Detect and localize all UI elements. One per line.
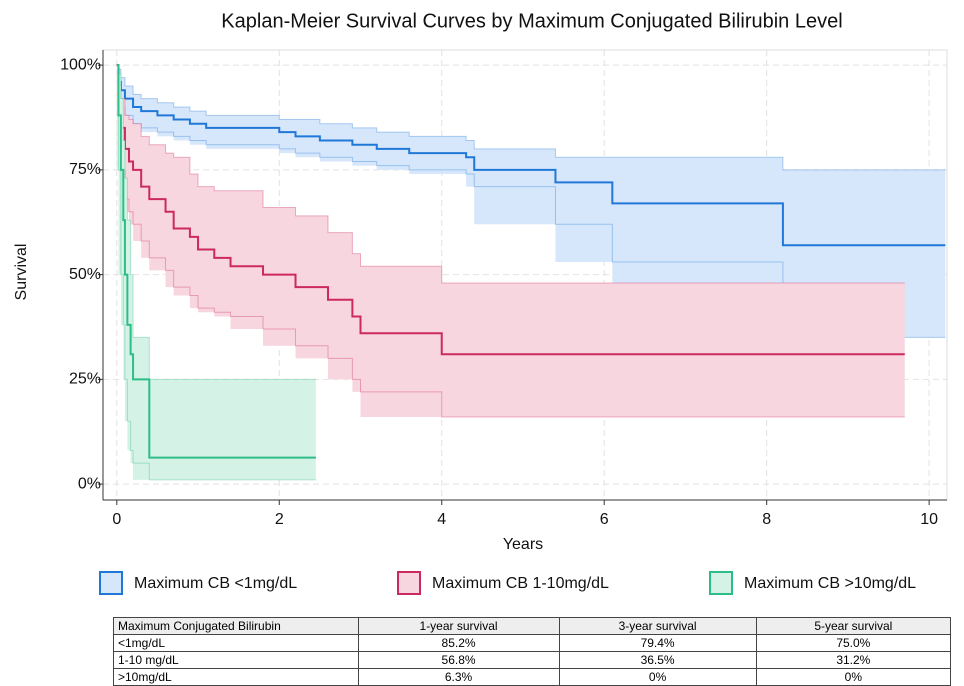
table-cell: 85.2% <box>357 634 560 652</box>
table-cell: <1mg/dL <box>113 634 359 652</box>
table-header-cell: Maximum Conjugated Bilirubin <box>113 617 359 635</box>
table-row: Maximum Conjugated Bilirubin 1-year survi… <box>113 617 952 635</box>
legend-swatch <box>709 571 733 595</box>
band-upper <box>116 64 946 171</box>
x-axis-label: Years <box>503 536 543 553</box>
table-cell: 1-10 mg/dL <box>113 651 359 669</box>
table-cell: 75.0% <box>755 634 952 652</box>
table-cell: 0% <box>558 668 757 686</box>
legend-label: Maximum CB 1-10mg/dL <box>432 575 609 592</box>
confidence-band <box>116 65 316 480</box>
table-header-cell: 5-year survival <box>755 617 952 635</box>
y-axis-label: Survival <box>13 244 30 301</box>
x-tick-label: 4 <box>437 511 446 528</box>
table-cell: 56.8% <box>357 651 560 669</box>
table-cell: 6.3% <box>357 668 560 686</box>
band-upper <box>116 64 905 284</box>
table-cell: 36.5% <box>558 651 757 669</box>
table-header-cell: 1-year survival <box>357 617 560 635</box>
survival-table: Maximum Conjugated Bilirubin 1-year survi… <box>113 617 952 686</box>
y-tick-label: 75% <box>69 161 101 178</box>
chart-title: Kaplan-Meier Survival Curves by Maximum … <box>221 10 842 32</box>
x-tick-label: 10 <box>920 511 938 528</box>
survival-curve <box>116 64 316 459</box>
x-tick-label: 6 <box>600 511 609 528</box>
table-row: 1-10 mg/dL 56.8% 36.5% 31.2% <box>113 651 952 669</box>
table-cell: 0% <box>755 668 952 686</box>
y-tick-label: 25% <box>69 371 101 388</box>
band-lower <box>116 64 946 338</box>
legend-label: Maximum CB >10mg/dL <box>744 575 916 592</box>
table-row: >10mg/dL 6.3% 0% 0% <box>113 668 952 686</box>
y-tick-label: 50% <box>69 266 101 283</box>
y-tick-label: 100% <box>60 56 101 73</box>
table-cell: >10mg/dL <box>113 668 359 686</box>
y-tick-label: 0% <box>78 475 101 492</box>
x-tick-label: 8 <box>762 511 771 528</box>
survival-curve <box>116 64 946 247</box>
legend-swatch <box>397 571 421 595</box>
chart: Kaplan-Meier Survival Curves by Maximum … <box>13 10 948 595</box>
band-upper <box>116 64 316 380</box>
table-cell: 31.2% <box>755 651 952 669</box>
x-tick-label: 2 <box>275 511 284 528</box>
confidence-band <box>116 65 946 338</box>
x-tick-label: 0 <box>112 511 121 528</box>
table-cell: 79.4% <box>558 634 757 652</box>
table-row: <1mg/dL 85.2% 79.4% 75.0% <box>113 634 952 652</box>
legend-swatch <box>99 571 123 595</box>
legend-label: Maximum CB <1mg/dL <box>134 575 297 592</box>
survival-curve <box>116 64 905 356</box>
confidence-band <box>116 65 905 418</box>
table-header-cell: 3-year survival <box>558 617 757 635</box>
